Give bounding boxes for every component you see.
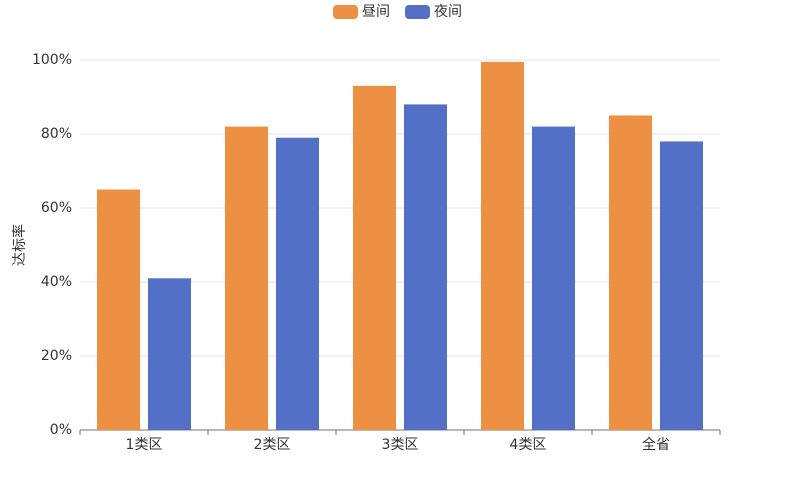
y-tick-label: 100% [32,52,72,68]
bar [660,141,703,430]
x-tick-label: 1类区 [126,437,163,453]
y-tick-label: 80% [41,126,72,142]
legend-label[interactable]: 夜间 [434,4,462,20]
y-tick-label: 0% [50,422,72,438]
bar [225,126,268,430]
y-tick-label: 20% [41,348,72,364]
y-tick-label: 40% [41,274,72,290]
bar [404,104,447,431]
x-tick-label: 4类区 [510,437,547,453]
bar [609,115,652,430]
y-tick-label: 60% [41,200,72,216]
bar [532,126,575,430]
bar [97,189,140,430]
legend-label[interactable]: 昼间 [362,4,390,20]
legend-swatch[interactable] [405,5,430,19]
bar [481,61,524,430]
bar [148,278,191,430]
x-tick-label: 全省 [642,436,670,453]
y-axis-title: 达标率 [11,224,28,266]
bar [276,137,319,430]
legend-swatch[interactable] [333,5,358,19]
x-tick-label: 3类区 [382,437,419,453]
x-tick-label: 2类区 [254,437,291,453]
bar [353,85,396,431]
